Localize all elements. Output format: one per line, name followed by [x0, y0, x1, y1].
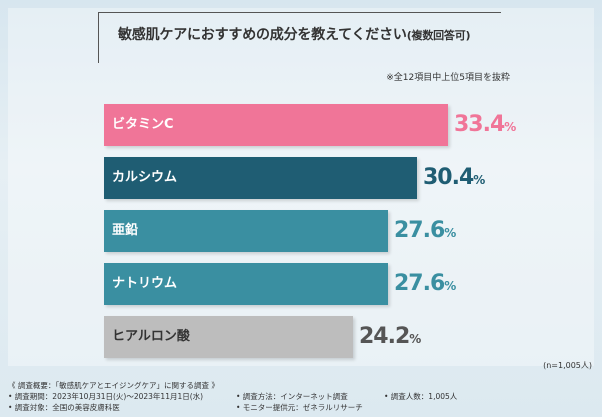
bar-value-number-2: 30.4 — [423, 165, 474, 190]
survey-overview: 《 調査概要：「敏感肌ケアとエイジングケア」に関する調査 》 — [8, 381, 219, 390]
bar-label-5: ヒアルロン酸 — [112, 329, 190, 344]
bar-label-3: 亜鉛 — [112, 223, 139, 238]
survey-count: • 調査人数：1,005人 — [384, 392, 458, 401]
bar-value-number-3: 27.6 — [394, 218, 445, 243]
bar-value-5: 24.2% — [359, 316, 421, 358]
bar-5 — [104, 316, 353, 358]
sample-size-note: (n=1,005人) — [543, 361, 592, 370]
chart-title-suffix: (複数回答可) — [406, 29, 471, 42]
bar-label-4: ナトリウム — [112, 276, 178, 291]
survey-method: • 調査方法：インターネット調査 — [236, 392, 348, 401]
bar-value-number-4: 27.6 — [394, 271, 445, 296]
bar-value-3: 27.6% — [394, 210, 456, 252]
bar-value-1: 33.4% — [454, 104, 516, 146]
bar-value-2: 30.4% — [423, 157, 485, 199]
bar-2 — [104, 157, 417, 199]
bar-1 — [104, 104, 448, 146]
survey-footer: 《 調査概要：「敏感肌ケアとエイジングケア」に関する調査 》 • 調査期間：20… — [0, 374, 602, 417]
bar-value-unit-2: % — [473, 173, 486, 187]
bar-label-1: ビタミンC — [112, 117, 174, 132]
chart-title-main: 敏感肌ケアにおすすめの成分を教えてください — [118, 27, 407, 43]
bar-value-4: 27.6% — [394, 263, 456, 305]
bar-3 — [104, 210, 388, 252]
bar-label-2: カルシウム — [112, 170, 178, 185]
bar-value-unit-1: % — [504, 120, 517, 134]
bar-value-unit-3: % — [444, 226, 457, 240]
bar-value-number-1: 33.4 — [454, 112, 505, 137]
survey-period: • 調査期間：2023年10月31日(火)～2023年11月1日(水) — [8, 392, 204, 401]
survey-target: • 調査対象：全国の美容皮膚科医 — [8, 403, 120, 412]
bar-value-unit-5: % — [409, 332, 422, 346]
bar-value-unit-4: % — [444, 279, 457, 293]
bar-value-number-5: 24.2 — [359, 324, 410, 349]
chart-title: 敏感肌ケアにおすすめの成分を教えてください(複数回答可) — [118, 24, 498, 44]
title-frame — [98, 12, 501, 63]
bar-4 — [104, 263, 388, 305]
selection-note: ※全12項目中上位5項目を抜粋 — [386, 73, 510, 83]
survey-monitor: • モニター提供元：ゼネラルリサーチ — [236, 403, 363, 412]
